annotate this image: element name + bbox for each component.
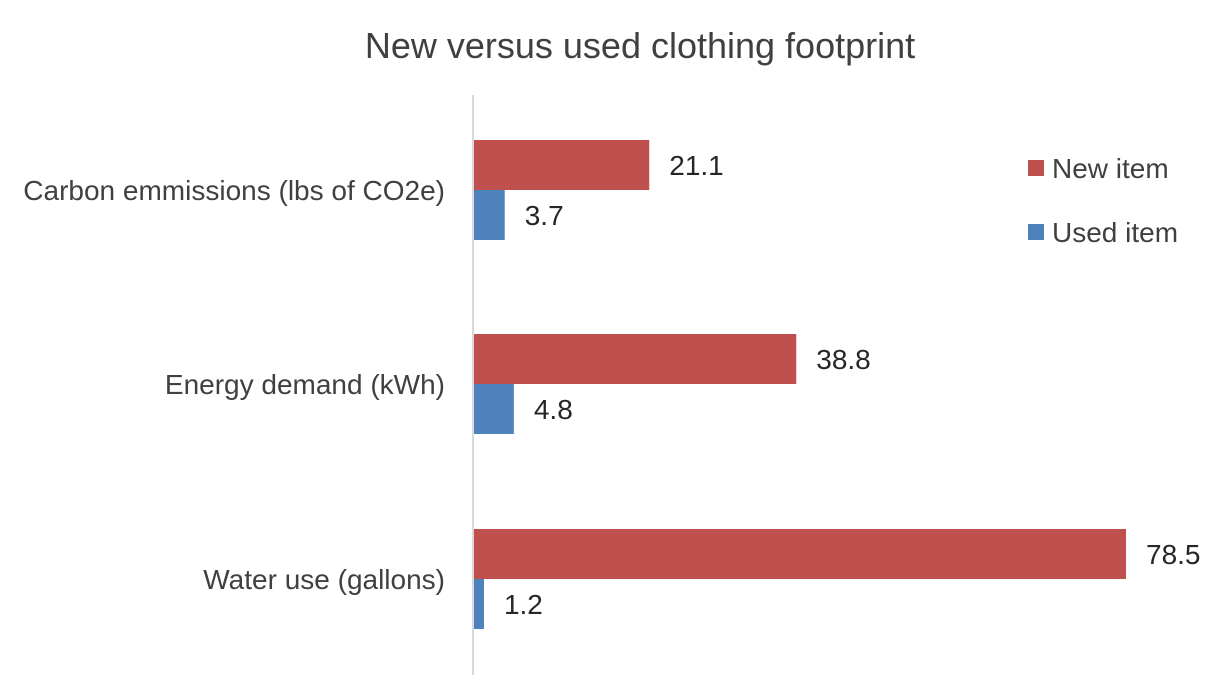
- category-label: Water use (gallons): [203, 564, 445, 595]
- category-label: Carbon emmissions (lbs of CO2e): [23, 175, 445, 206]
- bar-used-item: [474, 190, 505, 240]
- legend-label: New item: [1052, 153, 1169, 184]
- data-label: 21.1: [669, 150, 724, 181]
- data-label: 38.8: [816, 344, 871, 375]
- data-label: 3.7: [525, 200, 564, 231]
- legend-label: Used item: [1052, 217, 1178, 248]
- bar-used-item: [474, 579, 484, 629]
- bar-new-item: [474, 140, 650, 190]
- legend: New item Used item: [1028, 153, 1178, 248]
- data-label: 4.8: [534, 394, 573, 425]
- bar-new-item: [474, 529, 1126, 579]
- bar-used-item: [474, 384, 514, 434]
- category-label: Energy demand (kWh): [165, 369, 445, 400]
- chart-title: New versus used clothing footprint: [365, 25, 915, 66]
- data-label: 78.5: [1146, 539, 1201, 570]
- legend-swatch: [1028, 224, 1044, 240]
- plot-area: Carbon emmissions (lbs of CO2e) 21.1 3.7 En…: [23, 140, 1201, 629]
- legend-swatch: [1028, 160, 1044, 176]
- data-label: 1.2: [504, 589, 543, 620]
- bar-new-item: [474, 334, 797, 384]
